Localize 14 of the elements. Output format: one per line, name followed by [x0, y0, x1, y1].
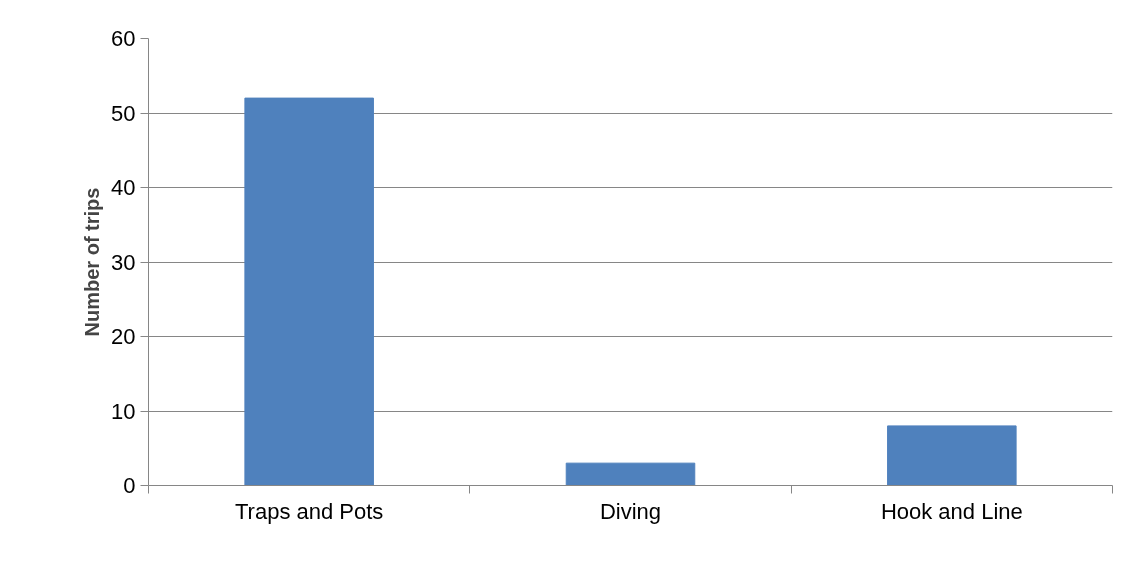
y-tick-label: 50 [111, 100, 136, 126]
y-axis-title: Number of trips [81, 187, 104, 337]
bar [244, 97, 374, 486]
x-tick-label: Hook and Line [880, 498, 1023, 524]
y-tick-label: 20 [111, 324, 136, 349]
x-tick-label: Diving [599, 498, 662, 524]
bar [887, 425, 1017, 486]
y-tick-label: 10 [111, 398, 136, 424]
y-tick-label: 0 [123, 473, 136, 498]
y-tick-label: 30 [111, 249, 136, 275]
x-tick-label: Traps and Pots [234, 498, 384, 524]
y-tick-label: 60 [111, 26, 136, 51]
bar [565, 462, 696, 486]
y-tick-label: 40 [111, 175, 136, 200]
